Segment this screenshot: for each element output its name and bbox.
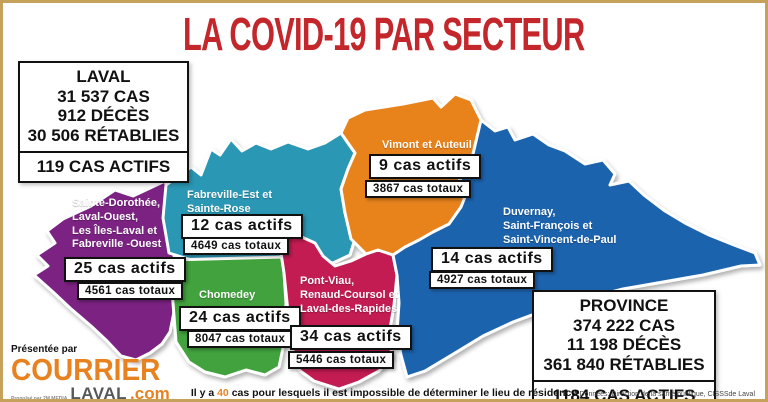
powered-by-label: Propulsé par 2M.MEDIA xyxy=(11,395,68,402)
sector-sainte-dorothee-label: Sainte-Dorothée, Laval-Ouest, Les Îles-L… xyxy=(72,197,162,251)
sector-pont-viau-active-badge: 34 cas actifs xyxy=(290,325,412,350)
sector-duvernay-active-badge: 14 cas actifs xyxy=(431,247,553,272)
laval-recovered: 30 506 RÉTABLIES xyxy=(27,126,180,146)
laval-cases: 31 537 CAS xyxy=(57,86,150,106)
logo-courrier-wordmark: COURRIER xyxy=(11,352,161,387)
sector-duvernay-shape xyxy=(391,118,762,379)
sector-duvernay-total-badge: 4927 cas totaux xyxy=(429,271,536,289)
sector-vimont-auteuil-label: Vimont et Auteuil xyxy=(382,139,472,151)
sector-fabreville-est-label: Fabreville-Est et Sainte-Rose xyxy=(187,189,272,215)
page-title: LA COVID-19 PAR SECTEUR xyxy=(183,9,585,61)
laval-stats-box: LAVAL 31 537 CAS 912 DÉCÈS 30 506 RÉTABL… xyxy=(18,61,189,183)
province-cases: 374 222 CAS xyxy=(572,315,676,335)
sector-duvernay-label: Duvernay, Saint-François et Saint-Vincen… xyxy=(503,206,617,246)
sector-sainte-dorothee-total-badge: 4561 cas totaux xyxy=(77,282,184,300)
sector-chomedey-active-badge: 24 cas actifs xyxy=(179,306,301,331)
sector-chomedey-total-badge: 8047 cas totaux xyxy=(187,330,294,348)
province-title: PROVINCE xyxy=(579,296,669,315)
presented-by-label: Présentée par xyxy=(11,344,78,355)
data-source-credit: Données: Direction de la santé publique,… xyxy=(579,391,756,398)
sector-chomedey-label: Chomedey xyxy=(199,289,256,301)
province-deaths: 11 198 DÉCÈS xyxy=(566,335,682,355)
sector-fabreville-est-active-badge: 12 cas actifs xyxy=(181,214,303,239)
note-case-count: 40 xyxy=(217,387,229,399)
logo-dotcom-suffix: .com xyxy=(130,383,170,402)
sector-pont-viau-label: Pont-Viau, Renaud-Coursol et Laval-des-R… xyxy=(300,275,399,315)
courrier-laval-logo: Présentée par COURRIER Propulsé par 2M.M… xyxy=(11,344,170,402)
laval-title: LAVAL xyxy=(76,67,131,86)
sector-sainte-dorothee-active-badge: 25 cas actifs xyxy=(64,257,186,282)
province-active-cases: 1184 CAS ACTIFS xyxy=(552,385,696,402)
laval-active-cases: 119 CAS ACTIFS xyxy=(36,156,171,176)
logo-laval-wordmark: LAVAL xyxy=(70,383,128,402)
sector-fabreville-est-total-badge: 4649 cas totaux xyxy=(183,237,290,255)
province-recovered: 361 840 RÉTABLIES xyxy=(543,355,705,375)
sector-vimont-auteuil-total-badge: 3867 cas totaux xyxy=(365,180,472,198)
residence-note: Il y a 40 cas pour lesquels il est impos… xyxy=(190,387,578,399)
sector-vimont-auteuil-active-badge: 9 cas actifs xyxy=(369,154,482,179)
sector-pont-viau-total-badge: 5446 cas totaux xyxy=(288,351,395,369)
province-stats-box: PROVINCE 374 222 CAS 11 198 DÉCÈS 361 84… xyxy=(532,290,716,402)
laval-deaths: 912 DÉCÈS xyxy=(57,106,150,126)
